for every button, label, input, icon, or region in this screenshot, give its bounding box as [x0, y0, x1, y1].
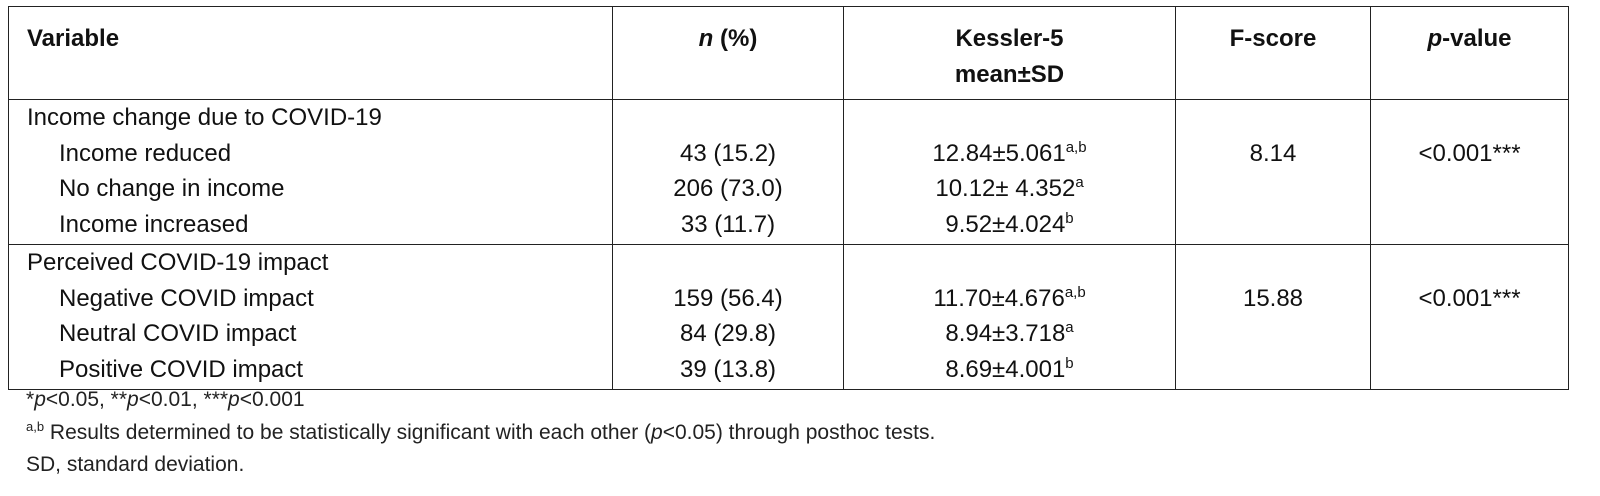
variable-cell: Negative COVID impact: [8, 280, 613, 316]
header-text: Kessler-5: [955, 25, 1064, 52]
data-row: Positive COVID impact 39 (13.8) 8.69±4.001…: [8, 351, 1569, 390]
data-row: Negative COVID impact 159 (56.4) 11.70±4.6…: [8, 280, 1569, 316]
variable-cell: Neutral COVID impact: [8, 316, 613, 352]
mean-sup: a: [1075, 174, 1084, 191]
mean-cell: 8.94±3.718a: [843, 316, 1176, 352]
mean-cell: 12.84±5.061a,b: [843, 135, 1176, 171]
mean-cell: 9.52±4.024b: [843, 206, 1176, 245]
n-cell: 84 (29.8): [612, 316, 844, 352]
footnote-text: <0.001: [239, 388, 305, 411]
empty-cell: [843, 99, 1176, 136]
footnote: a,b Results determined to be statistical…: [26, 417, 935, 450]
n-cell: 159 (56.4): [612, 280, 844, 316]
empty-cell: [1370, 244, 1569, 281]
header-text: mean±SD: [954, 61, 1065, 88]
header-text: n: [698, 25, 714, 52]
mean-sup: a,b: [1065, 138, 1087, 156]
mean-sup: a: [1065, 319, 1074, 336]
variable-cell: No change in income: [8, 171, 613, 207]
mean-sup: a,b: [1064, 283, 1086, 301]
empty-cell: [1370, 99, 1569, 136]
empty-cell: [1370, 316, 1569, 352]
header-text: (%): [713, 25, 758, 52]
mean-text: 12.84±5.061: [932, 139, 1066, 167]
data-row: No change in income 206 (73.0) 10.12± 4.35…: [8, 171, 1569, 207]
p-value-cell: <0.001***: [1370, 135, 1569, 171]
footnote-text: <0.01, ***: [138, 388, 229, 411]
n-cell: 43 (15.2): [612, 135, 844, 171]
n-cell: 33 (11.7): [612, 206, 844, 245]
mean-sup: b: [1065, 354, 1074, 372]
footnote-text: SD, standard deviation.: [26, 453, 245, 476]
header-text: p: [1427, 25, 1443, 52]
empty-cell: [1175, 99, 1371, 136]
data-row: Income reduced 43 (15.2) 12.84±5.061a,b 8.1…: [8, 135, 1569, 171]
p-value-cell: <0.001***: [1370, 280, 1569, 316]
mean-sup: b: [1065, 209, 1074, 227]
mean-cell: 8.69±4.001b: [843, 351, 1176, 390]
header-cell: Kessler-5 mean±SD: [843, 6, 1176, 100]
header-text: -value: [1442, 25, 1512, 52]
footnote-text: *: [26, 388, 35, 411]
empty-cell: [1175, 244, 1371, 281]
empty-cell: [1370, 351, 1569, 390]
footnote-text: p: [651, 420, 663, 444]
empty-cell: [612, 244, 844, 281]
variable-cell: Income increased: [8, 206, 613, 245]
data-table: Variable n (%) Kessler-5 mean±SD F-score …: [8, 6, 1569, 390]
mean-text: 10.12± 4.352: [935, 175, 1076, 202]
mean-text: 8.69±4.001: [945, 355, 1066, 383]
mean-cell: 11.70±4.676a,b: [843, 280, 1176, 316]
table-body: Income change due to COVID-19 Income redu…: [8, 99, 1569, 390]
group-label: Income change due to COVID-19: [8, 99, 613, 136]
header-cell: n (%): [612, 6, 844, 100]
footnotes: *p<0.05, **p<0.01, ***p<0.001 a,b Result…: [26, 384, 935, 482]
mean-text: 8.94±3.718: [945, 320, 1066, 347]
empty-cell: [1370, 171, 1569, 207]
variable-cell: Income reduced: [8, 135, 613, 171]
footnote: *p<0.05, **p<0.01, ***p<0.001: [26, 384, 935, 417]
group-row: Perceived COVID-19 impact: [8, 244, 1569, 281]
mean-text: 9.52±4.024: [945, 210, 1066, 238]
footnote-text: p: [127, 388, 139, 411]
empty-cell: [1175, 206, 1371, 245]
n-cell: 206 (73.0): [612, 171, 844, 207]
empty-cell: [1175, 351, 1371, 390]
f-score-cell: 15.88: [1175, 280, 1371, 316]
data-row: Neutral COVID impact 84 (29.8) 8.94±3.718a: [8, 316, 1569, 352]
footnote-text: Results determined to be statistically s…: [44, 420, 652, 444]
data-row: Income increased 33 (11.7) 9.52±4.024b: [8, 206, 1569, 245]
empty-cell: [1370, 206, 1569, 245]
n-cell: 39 (13.8): [612, 351, 844, 390]
empty-cell: [612, 99, 844, 136]
f-score-cell: 8.14: [1175, 135, 1371, 171]
footnote-text: <0.05) through posthoc tests.: [662, 420, 936, 444]
header-row: Variable n (%) Kessler-5 mean±SD F-score …: [8, 6, 1569, 100]
group-row: Income change due to COVID-19: [8, 99, 1569, 136]
footnote-text: p: [228, 388, 240, 411]
group-label: Perceived COVID-19 impact: [8, 244, 613, 281]
mean-text: 11.70±4.676: [933, 284, 1065, 312]
empty-cell: [843, 244, 1176, 281]
header-cell: p-value: [1370, 6, 1569, 100]
header-cell: F-score: [1175, 6, 1371, 100]
footnote-sup: a,b: [26, 418, 45, 434]
variable-cell: Positive COVID impact: [8, 351, 613, 390]
footnote: SD, standard deviation.: [26, 449, 935, 482]
footnote-text: <0.05, **: [45, 388, 128, 411]
empty-cell: [1175, 316, 1371, 352]
header-cell: Variable: [8, 6, 613, 100]
mean-cell: 10.12± 4.352a: [843, 171, 1176, 207]
empty-cell: [1175, 171, 1371, 207]
footnote-text: p: [34, 388, 46, 411]
